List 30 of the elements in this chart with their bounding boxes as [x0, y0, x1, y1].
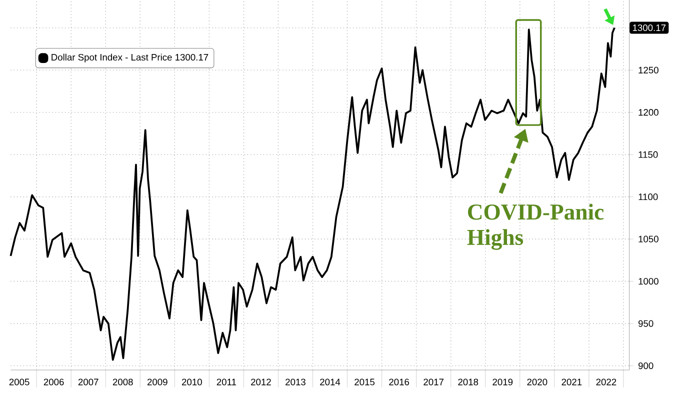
x-tick-label: 2009 [147, 378, 168, 386]
y-tick-label: 950 [638, 320, 654, 327]
annotation: COVID-Panic Highs [467, 204, 604, 250]
x-tick-label: 2017 [424, 378, 444, 386]
annotation: 1300.17 [632, 24, 666, 32]
y-tick-label: 1200 [638, 109, 658, 116]
x-tick-label: 2008 [112, 378, 133, 386]
y-tick-label: 900 [638, 362, 654, 370]
y-tick-label: 1100 [638, 194, 658, 200]
x-tick-label: 2006 [44, 378, 64, 386]
legend-label: Dollar Spot Index - Last Price 1300.17 [52, 54, 208, 62]
x-tick-label: 2018 [458, 378, 478, 386]
x-tick-label: 2021 [562, 378, 582, 386]
x-tick-label: 2010 [182, 378, 202, 386]
x-tick-label: 2011 [216, 378, 236, 386]
x-tick-label: 2020 [527, 378, 548, 386]
x-tick-label: 2013 [286, 378, 306, 386]
x-tick-label: 2014 [320, 378, 340, 386]
x-tick-label: 2022 [596, 378, 616, 386]
x-tick-label: 2007 [78, 378, 98, 386]
x-tick-label: 2019 [492, 378, 513, 386]
x-tick-label: 2012 [251, 378, 271, 386]
x-tick-label: 2015 [354, 378, 375, 386]
y-tick-label: 1150 [638, 151, 658, 158]
y-tick-label: 1050 [638, 236, 658, 242]
line-series [10, 26, 616, 361]
x-tick-label: 2005 [9, 378, 30, 386]
y-tick-label: 1000 [638, 278, 658, 285]
y-tick-label: 1250 [638, 66, 658, 74]
x-tick-label: 2016 [389, 378, 410, 386]
